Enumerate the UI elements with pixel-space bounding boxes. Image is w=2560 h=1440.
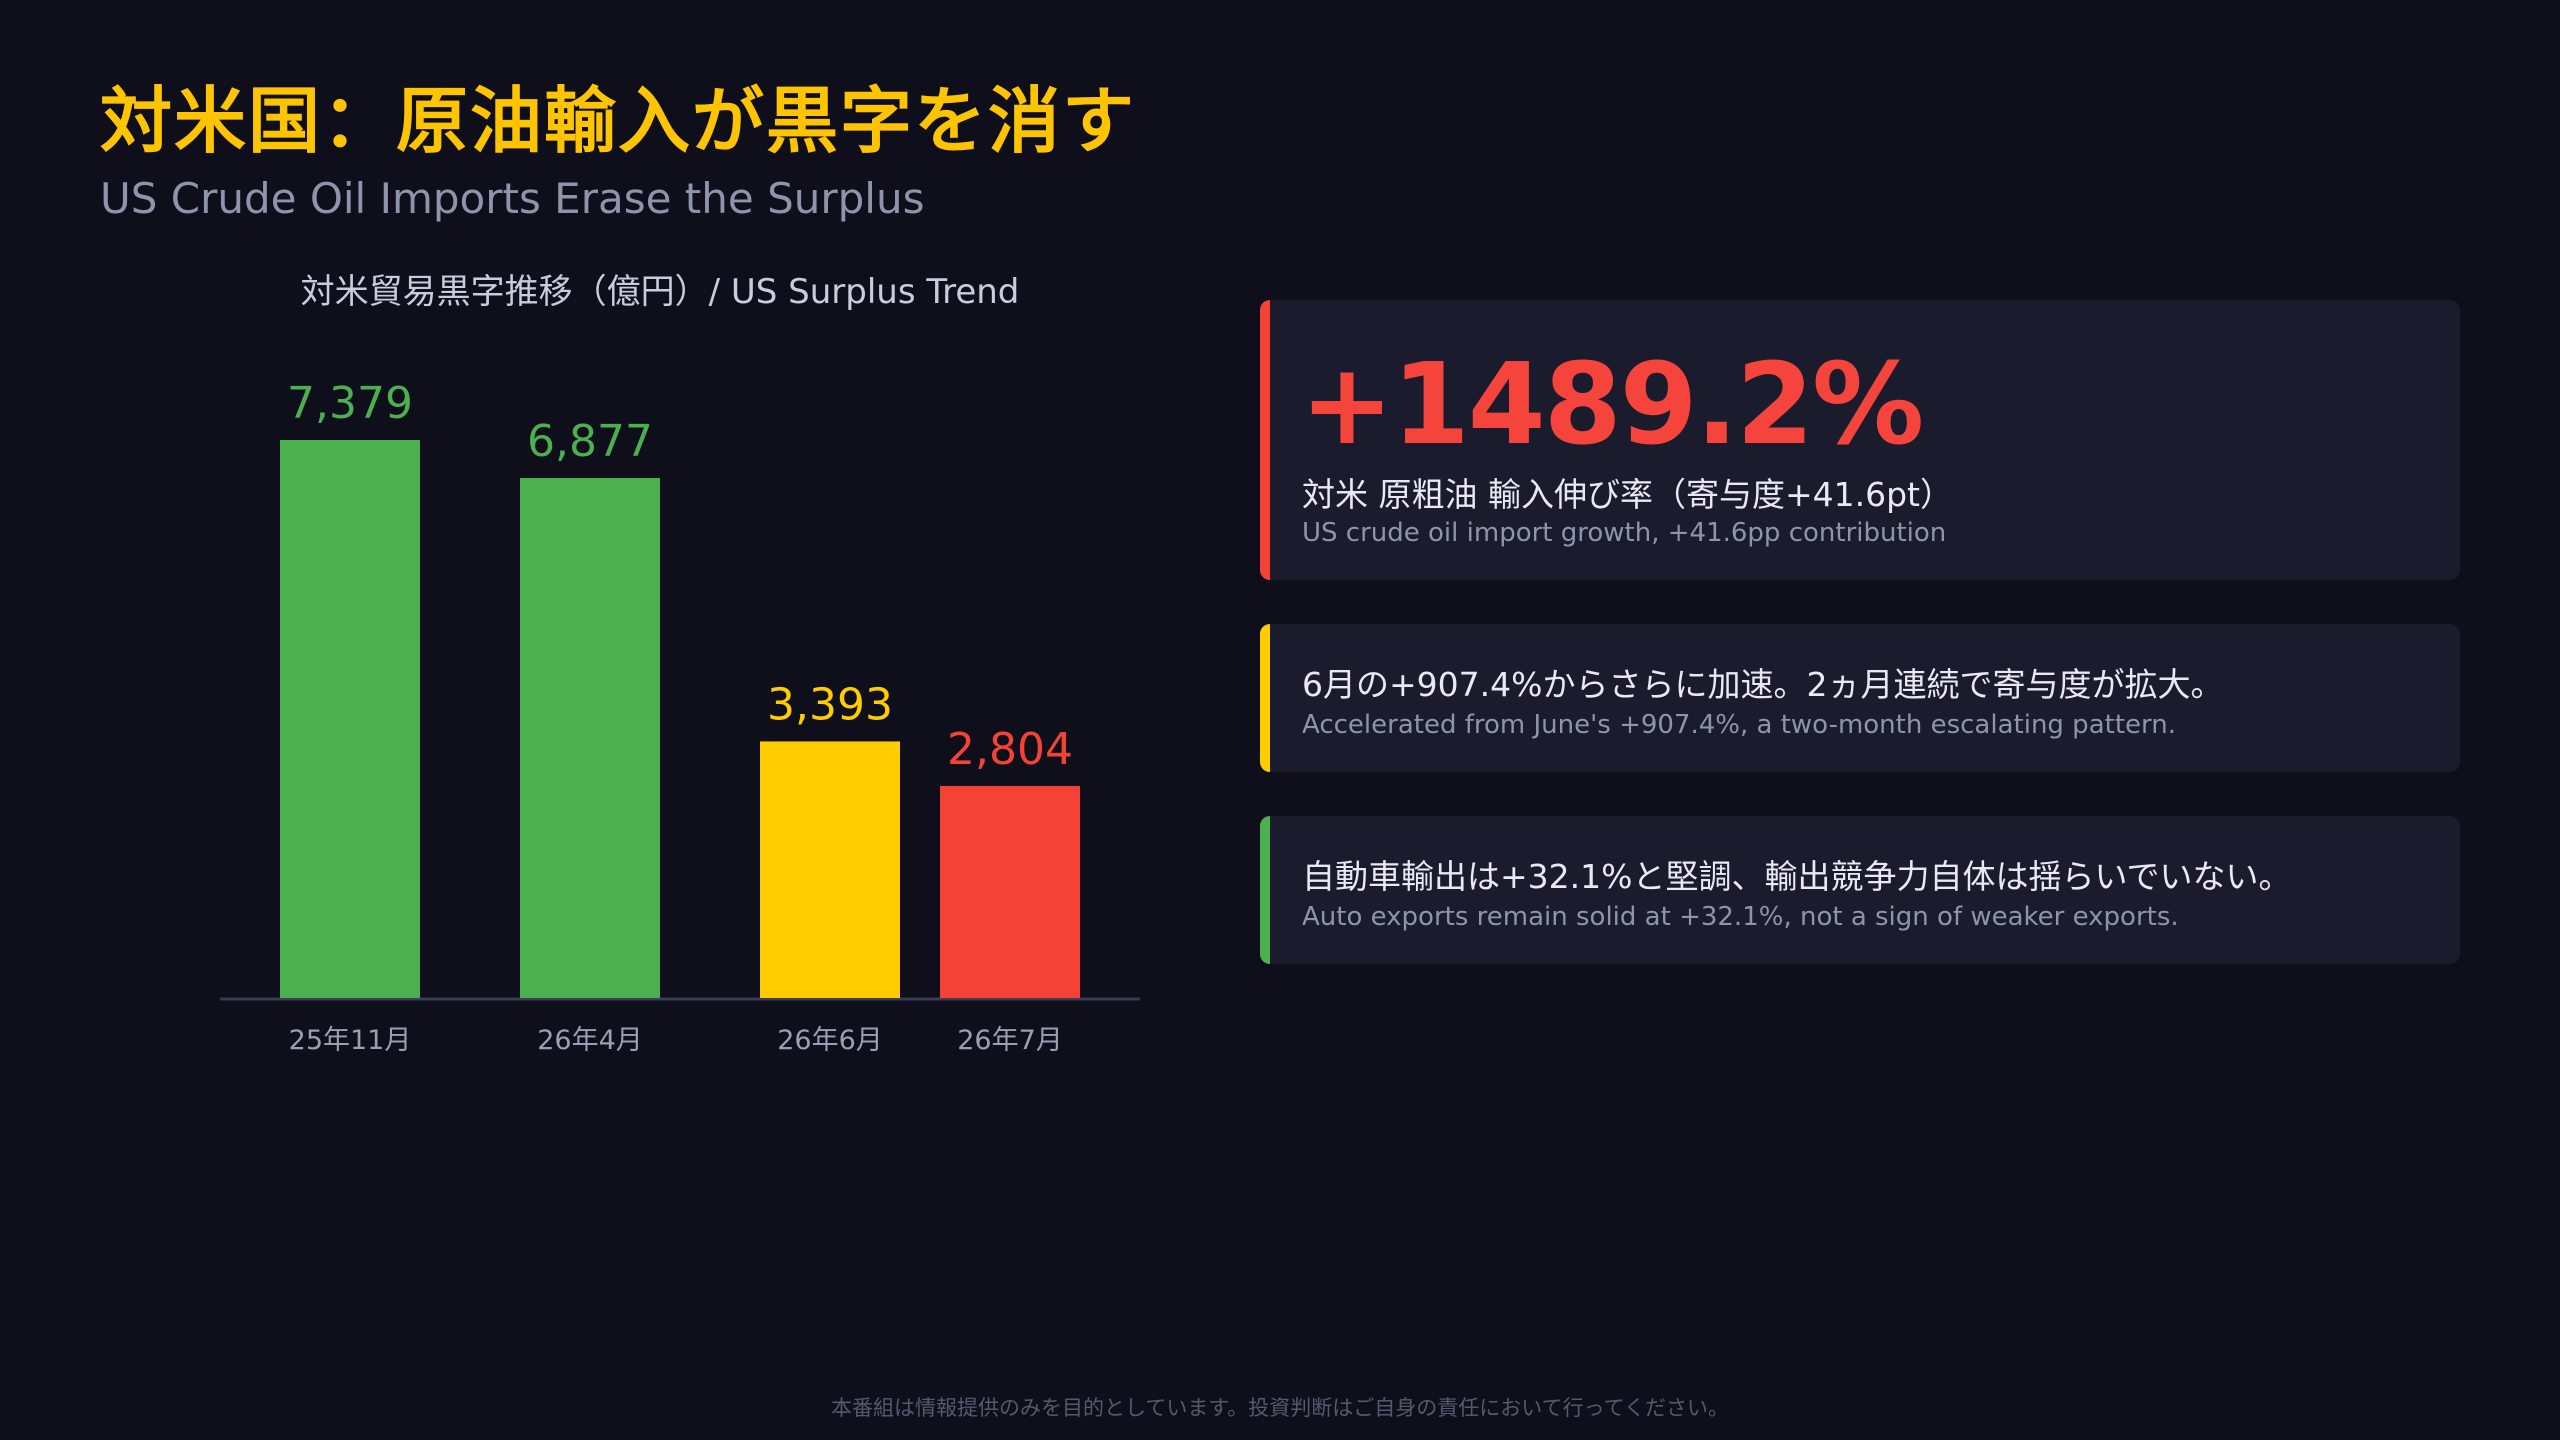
disclaimer: 本番組は情報提供のみを目的としています。投資判断はご自身の責任において行ってくだ… [831, 1396, 1729, 1420]
x-tick-label: 26年7月 [957, 1025, 1063, 1056]
bar-value-label: 3,393 [767, 679, 893, 730]
card-main-text: 自動車輸出は+32.1%と堅調、輸出競争力自体は揺らいでいない。 [1302, 857, 2292, 896]
bar-value-label: 2,804 [947, 724, 1073, 775]
chart-title: 対米貿易黒字推移（億円）/ US Surplus Trend [300, 272, 1020, 312]
stat-card-crude-growth: +1489.2% 対米 原粗油 輸入伸び率（寄与度+41.6pt） US cru… [1260, 300, 2460, 580]
bar [760, 741, 900, 998]
bar [280, 440, 420, 998]
card-sub-text: Auto exports remain solid at +32.1%, not… [1302, 902, 2179, 932]
card-accent-stripe [1260, 624, 1270, 772]
surplus-bar-chart: 7,379 25年11月 6,877 26年4月 3,393 26年6月 2,804 26年7… [220, 378, 1140, 1056]
card-sub-text: US crude oil import growth, +41.6pp cont… [1302, 518, 1947, 548]
x-tick-label: 26年4月 [537, 1025, 643, 1056]
info-card-acceleration: 6月の+907.4%からさらに加速。2ヵ月連続で寄与度が拡大。 Accelera… [1260, 624, 2460, 772]
card-main-text: 対米 原粗油 輸入伸び率（寄与度+41.6pt） [1302, 475, 1953, 514]
crude-growth-value: +1489.2% [1300, 340, 1924, 470]
page-title: 対米国：原油輸入が黒字を消す [100, 79, 1137, 163]
card-main-text: 6月の+907.4%からさらに加速。2ヵ月連続で寄与度が拡大。 [1302, 665, 2224, 704]
info-card-auto-exports: 自動車輸出は+32.1%と堅調、輸出競争力自体は揺らいでいない。 Auto ex… [1260, 816, 2460, 964]
page-subtitle: US Crude Oil Imports Erase the Surplus [100, 174, 925, 223]
bar [520, 477, 660, 998]
x-tick-label: 26年6月 [777, 1025, 883, 1056]
bar-value-label: 7,379 [287, 378, 413, 429]
bar [940, 785, 1080, 998]
card-accent-stripe [1260, 300, 1270, 580]
x-tick-label: 25年11月 [289, 1025, 412, 1056]
card-accent-stripe [1260, 816, 1270, 964]
card-sub-text: Accelerated from June's +907.4%, a two-m… [1302, 710, 2176, 740]
bar-value-label: 6,877 [527, 416, 653, 467]
